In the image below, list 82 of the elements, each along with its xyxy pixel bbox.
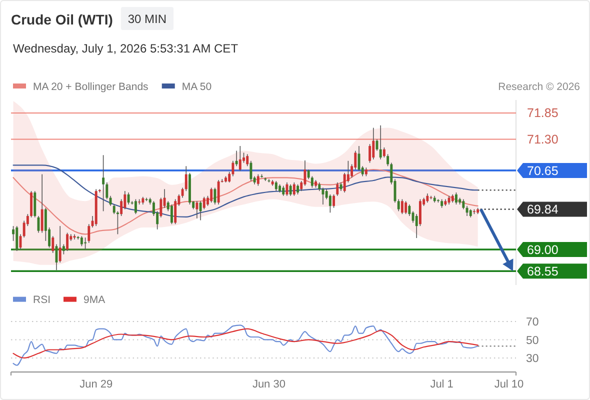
candlestick xyxy=(134,198,137,214)
candlestick xyxy=(332,194,336,208)
candlestick xyxy=(88,224,90,244)
candlestick xyxy=(296,184,299,195)
candlestick xyxy=(454,192,458,205)
x-tick-label: Jun 29 xyxy=(80,378,113,390)
candlestick xyxy=(174,198,177,225)
candlestick xyxy=(397,198,400,212)
candlestick xyxy=(368,144,372,164)
chart-subtitle: Wednesday, July 1, 2026 5:53:31 AM CET xyxy=(13,42,239,56)
candlestick xyxy=(343,172,346,193)
y-tick-label: 30 xyxy=(526,353,539,366)
candlestick xyxy=(235,150,238,167)
candlestick xyxy=(386,154,390,167)
legend-label: RSI xyxy=(33,294,51,306)
candlestick xyxy=(268,178,270,183)
candlestick xyxy=(310,176,314,188)
candlestick xyxy=(404,200,408,214)
candlestick xyxy=(202,196,206,210)
candlestick xyxy=(58,226,62,263)
ref-line-label: 71.85 xyxy=(527,106,558,120)
y-tick-label: 70 xyxy=(526,316,539,329)
legend-label: MA 20 + Bollinger Bands xyxy=(33,80,148,93)
chart-title: Crude Oil (WTI) xyxy=(11,12,113,28)
candlestick xyxy=(16,226,18,252)
ref-line-label: 69.00 xyxy=(527,242,558,257)
candlestick xyxy=(102,154,105,212)
candlestick xyxy=(382,147,386,158)
candlestick xyxy=(34,190,36,218)
candlestick xyxy=(80,236,83,247)
candlestick xyxy=(30,190,33,218)
ref-line-label: 71.30 xyxy=(527,132,558,147)
candlestick xyxy=(22,220,26,238)
legend-label: 9MA xyxy=(84,294,106,306)
x-tick-label: Jun 30 xyxy=(252,378,286,390)
candlestick xyxy=(462,198,465,210)
text: 30 MIN xyxy=(128,12,167,26)
candlestick xyxy=(214,187,216,205)
candlestick xyxy=(264,177,267,182)
candlestick xyxy=(289,184,292,196)
candlestick xyxy=(66,232,69,252)
ref-line-label: 68.55 xyxy=(527,264,558,278)
candlestick xyxy=(116,210,119,235)
candlestick xyxy=(328,194,332,214)
candlestick xyxy=(372,127,375,160)
candlestick xyxy=(84,237,87,250)
text: Jul 10 xyxy=(494,378,524,390)
candlestick xyxy=(196,200,198,219)
candlestick xyxy=(124,190,126,210)
candlestick xyxy=(286,182,288,196)
candlestick xyxy=(282,185,285,196)
ref-line-label: 70.65 xyxy=(527,164,558,178)
candlestick xyxy=(400,198,404,214)
candlestick xyxy=(292,182,296,196)
candlestick xyxy=(62,244,65,255)
line-series xyxy=(12,324,478,366)
candlestick xyxy=(40,174,44,234)
candlestick xyxy=(120,198,123,216)
candlestick xyxy=(246,154,249,167)
candlestick xyxy=(274,180,278,192)
candlestick xyxy=(52,236,54,254)
legend-label: MA 50 xyxy=(182,80,212,93)
y-tick-label: 50 xyxy=(526,334,539,347)
candlestick xyxy=(336,182,339,196)
candlestick xyxy=(160,197,162,218)
candlestick xyxy=(106,182,108,200)
candlestick xyxy=(379,125,382,160)
x-tick-label: Jul 1 xyxy=(430,378,454,390)
ref-line-label: 69.84 xyxy=(527,202,558,217)
candlestick xyxy=(418,198,422,226)
candlestick xyxy=(217,180,220,205)
line-series xyxy=(12,328,478,359)
candlestick xyxy=(210,187,213,203)
candlestick xyxy=(112,204,116,214)
candlestick xyxy=(426,193,429,203)
candlestick xyxy=(238,146,242,172)
text: Research © 2026 xyxy=(498,80,580,93)
candlestick xyxy=(256,174,260,186)
candlestick xyxy=(199,200,202,221)
candlestick xyxy=(170,204,173,225)
candlestick xyxy=(307,169,310,180)
candlestick xyxy=(415,214,418,238)
